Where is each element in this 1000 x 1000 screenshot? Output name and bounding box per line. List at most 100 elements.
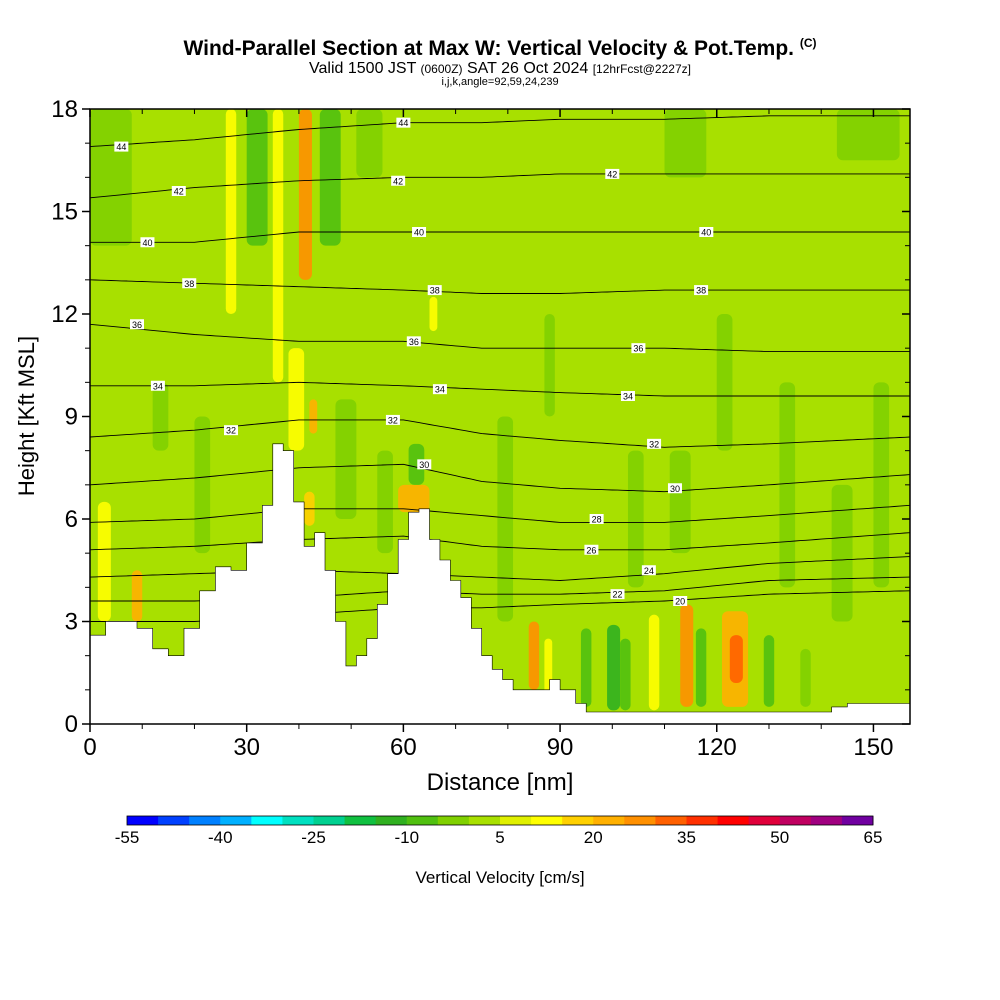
isentrope-label-bg [114, 141, 129, 152]
isentrope-label-text: 42 [393, 176, 403, 186]
isentrope-label-bg [667, 483, 682, 494]
isentrope-label-text: 40 [142, 238, 152, 248]
colorbar-swatch [282, 816, 314, 825]
y-tick-label: 3 [65, 609, 78, 636]
isentrope-label-bg [224, 425, 239, 436]
chart-title: Wind-Parallel Section at Max W: Vertical… [183, 36, 817, 60]
velocity-band [831, 484, 853, 622]
isentrope-label-bg [647, 438, 662, 449]
velocity-band [429, 296, 438, 332]
isentrope-line [90, 532, 910, 551]
isentrope-line [90, 279, 910, 294]
isentrope-label: 30 [417, 459, 432, 470]
isentrope-label-text: 40 [701, 228, 711, 238]
isentrope-line [90, 115, 910, 148]
valid-time: Valid 1500 JST [309, 60, 417, 77]
colorbar-frame [126, 815, 874, 826]
isentrope-label-text: 30 [419, 460, 429, 470]
colorbar-tick-label: 50 [770, 828, 789, 847]
isentrope-label: 40 [699, 227, 714, 238]
velocity-band [729, 635, 743, 683]
isentrope-label-bg [694, 285, 709, 296]
isentrope-label: 20 [673, 596, 688, 607]
velocity-band [131, 570, 143, 622]
colorbar-label: Vertical Velocity [cm/s] [415, 868, 585, 887]
isentrope-label: 38 [182, 278, 197, 289]
velocity-band [319, 109, 341, 246]
isentrope-label: 40 [140, 237, 155, 248]
forecast-info: [12hrFcst@2227z] [592, 62, 691, 76]
isentrope-label-text: 36 [132, 320, 142, 330]
velocity-band [716, 314, 733, 451]
x-tick-label: 60 [390, 734, 417, 761]
isentrope-label-bg [605, 168, 620, 179]
velocity-band [152, 382, 169, 451]
copyright-mark: (C) [799, 36, 817, 50]
colorbar-swatch [686, 816, 719, 825]
velocity-band [680, 604, 694, 707]
isentrope-label: 40 [412, 227, 427, 238]
isentrope-label-bg [412, 227, 427, 237]
colorbar-tick-label: -25 [301, 828, 326, 847]
velocity-band [620, 638, 631, 711]
isentrope-label-bg [699, 227, 714, 237]
velocity-band [528, 621, 540, 690]
colorbar-swatch [313, 816, 346, 825]
isentrope-label-text: 40 [414, 228, 424, 238]
plot-area: 20 22 24 26 28 30 30 32 32 32 34 34 34 36 36 36 38 38 38 40… [90, 109, 910, 724]
colorbar-swatch [375, 816, 408, 825]
isentrope-line [90, 323, 910, 353]
velocity-band [800, 648, 811, 707]
isentrope-label-bg [589, 514, 604, 524]
velocity-band [408, 443, 425, 485]
isentrope-label-text: 32 [226, 426, 236, 436]
colorbar-swatch [624, 816, 656, 825]
colorbar-swatch [562, 816, 594, 825]
isentrope-label-bg [641, 565, 656, 576]
x-tick-label: 0 [83, 734, 96, 761]
isentrope-label-text: 34 [623, 392, 633, 402]
velocity-band [580, 628, 592, 707]
isentrope-label: 26 [584, 544, 599, 555]
velocity-band [356, 109, 383, 178]
isentrope-label-text: 22 [613, 590, 623, 600]
velocity-band [669, 450, 691, 554]
isentrope-label: 36 [631, 343, 646, 354]
colorbar-swatch [158, 816, 190, 825]
colorbar-tick-label: -55 [115, 828, 140, 847]
isentrope-line [90, 463, 910, 493]
isentrope-label-bg [427, 285, 442, 296]
isentrope-label-text: 34 [153, 381, 163, 391]
isentrope-label-text: 36 [409, 337, 419, 347]
colorbar-tick-label: 5 [495, 828, 504, 847]
velocity-band [607, 624, 621, 711]
isentrope-label-bg [432, 384, 447, 395]
x-tick-label: 120 [697, 734, 737, 761]
isentrope-label: 36 [406, 336, 421, 347]
isentrope-label: 38 [427, 285, 442, 296]
colorbar-swatch [127, 816, 159, 825]
isentrope-label-text: 34 [435, 385, 445, 395]
velocity-band [627, 450, 644, 588]
isentrope-label: 32 [385, 414, 400, 425]
isentrope-label-text: 42 [174, 187, 184, 197]
isentrope-label-bg [673, 596, 688, 606]
colorbar: -55 -40 -25 -10 5 20 35 50 65 [115, 815, 882, 847]
isentrope-label-bg [130, 319, 145, 330]
isentrope-label-text: 38 [430, 286, 440, 296]
isentrope-line [90, 231, 910, 243]
valid-date: SAT 26 Oct 2024 [467, 60, 589, 77]
isentrope-label-text: 42 [607, 169, 617, 179]
isentrope-label-bg [396, 117, 411, 128]
isentrope-label-text: 24 [644, 566, 654, 576]
velocity-band [194, 416, 211, 554]
terrain [90, 443, 910, 724]
velocity-band [873, 382, 890, 588]
isentrope-label: 42 [605, 168, 620, 179]
colorbar-swatch [468, 816, 501, 825]
isentrope-label-text: 30 [670, 484, 680, 494]
isentrope-label-text: 44 [116, 142, 126, 152]
velocity-band [695, 628, 707, 707]
isentrope-label-text: 28 [592, 515, 602, 525]
